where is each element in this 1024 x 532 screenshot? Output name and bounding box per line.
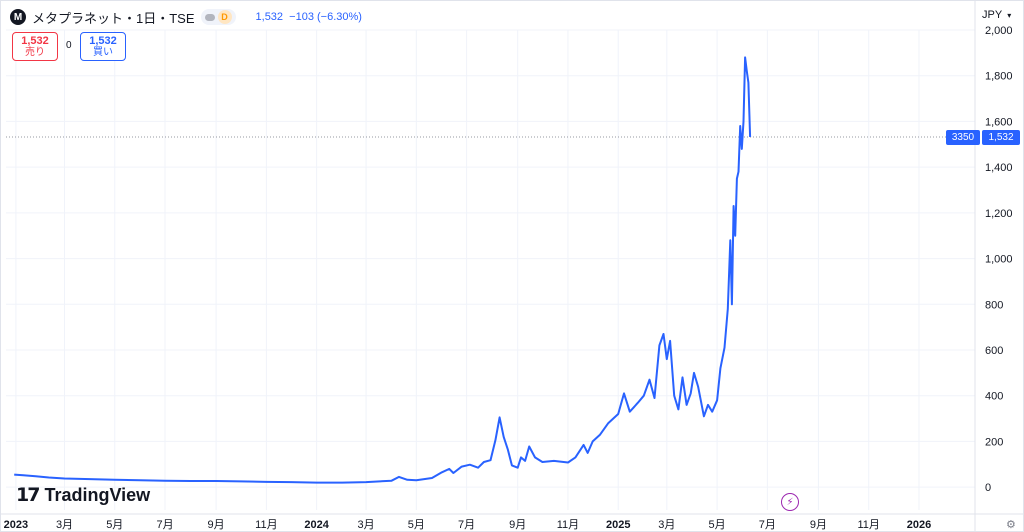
- interval-badge: D: [217, 10, 232, 24]
- last-price-label: 1,532: [982, 129, 1020, 145]
- y-tick-label: 0: [985, 482, 991, 494]
- change-value: −103 (−6.30%): [289, 11, 362, 23]
- sell-label: 売り: [25, 47, 45, 58]
- settings-icon[interactable]: ⚙: [1006, 519, 1016, 531]
- sell-button[interactable]: 1,532 売り: [12, 32, 58, 61]
- x-tick-label: 9月: [509, 519, 526, 531]
- current-price: 1,532: [255, 11, 284, 23]
- y-tick-label: 1,400: [985, 162, 1013, 174]
- countdown-label: 3350: [946, 129, 980, 145]
- price-change: 1,532 −103 (−6.30%): [256, 11, 362, 23]
- x-tick-label: 7月: [156, 519, 173, 531]
- x-tick-label: 3月: [358, 519, 375, 531]
- y-tick-label: 2,000: [985, 25, 1013, 37]
- interval-toggle[interactable]: D: [200, 9, 236, 25]
- tradingview-logo[interactable]: 17 TradingView: [16, 484, 150, 506]
- x-tick-label: 11月: [557, 519, 579, 531]
- y-tick-label: 600: [985, 345, 1003, 357]
- y-tick-label: 400: [985, 391, 1003, 403]
- x-tick-label: 5月: [106, 519, 123, 531]
- y-tick-label: 1,600: [985, 116, 1013, 128]
- x-tick-label: 5月: [408, 519, 425, 531]
- symbol-title[interactable]: メタプラネット・1日・TSE: [32, 10, 195, 26]
- symbol-header: M メタプラネット・1日・TSE D 1,532 −103 (−6.30%): [10, 8, 362, 26]
- buy-price: 1,532: [89, 35, 117, 47]
- y-tick-label: 1,200: [985, 208, 1013, 220]
- sell-price: 1,532: [21, 35, 49, 47]
- x-tick-label: 2024: [304, 519, 329, 531]
- tradingview-logo-text: TradingView: [44, 484, 151, 505]
- tradingview-logo-mark: 17: [16, 484, 40, 506]
- chevron-down-icon: ▾: [1007, 10, 1012, 20]
- currency-select[interactable]: JPY ▾: [982, 9, 1011, 21]
- x-tick-label: 11月: [857, 519, 879, 531]
- x-tick-label: 3月: [658, 519, 675, 531]
- y-tick-label: 200: [985, 436, 1003, 448]
- x-tick-label: 7月: [759, 519, 776, 531]
- x-tick-label: 11月: [255, 519, 277, 531]
- x-tick-label: 2026: [907, 519, 931, 531]
- symbol-logo-icon: M: [10, 9, 26, 25]
- x-tick-label: 2023: [4, 519, 28, 531]
- buy-label: 買い: [93, 47, 113, 58]
- x-tick-label: 3月: [56, 519, 73, 531]
- x-tick-label: 2025: [606, 519, 630, 531]
- x-tick-label: 9月: [810, 519, 827, 531]
- buy-button[interactable]: 1,532 買い: [80, 32, 126, 61]
- lightning-icon[interactable]: ⚡: [781, 493, 799, 511]
- x-tick-label: 7月: [458, 519, 475, 531]
- x-tick-label: 9月: [208, 519, 225, 531]
- toggle-dot-icon: [204, 13, 215, 21]
- y-tick-label: 800: [985, 299, 1003, 311]
- y-tick-label: 1,800: [985, 71, 1013, 83]
- currency-value: JPY: [982, 9, 1003, 21]
- y-tick-label: 1,000: [985, 254, 1013, 266]
- spread-value: 0: [66, 40, 72, 51]
- price-series-line: [14, 56, 752, 484]
- x-tick-label: 5月: [709, 519, 726, 531]
